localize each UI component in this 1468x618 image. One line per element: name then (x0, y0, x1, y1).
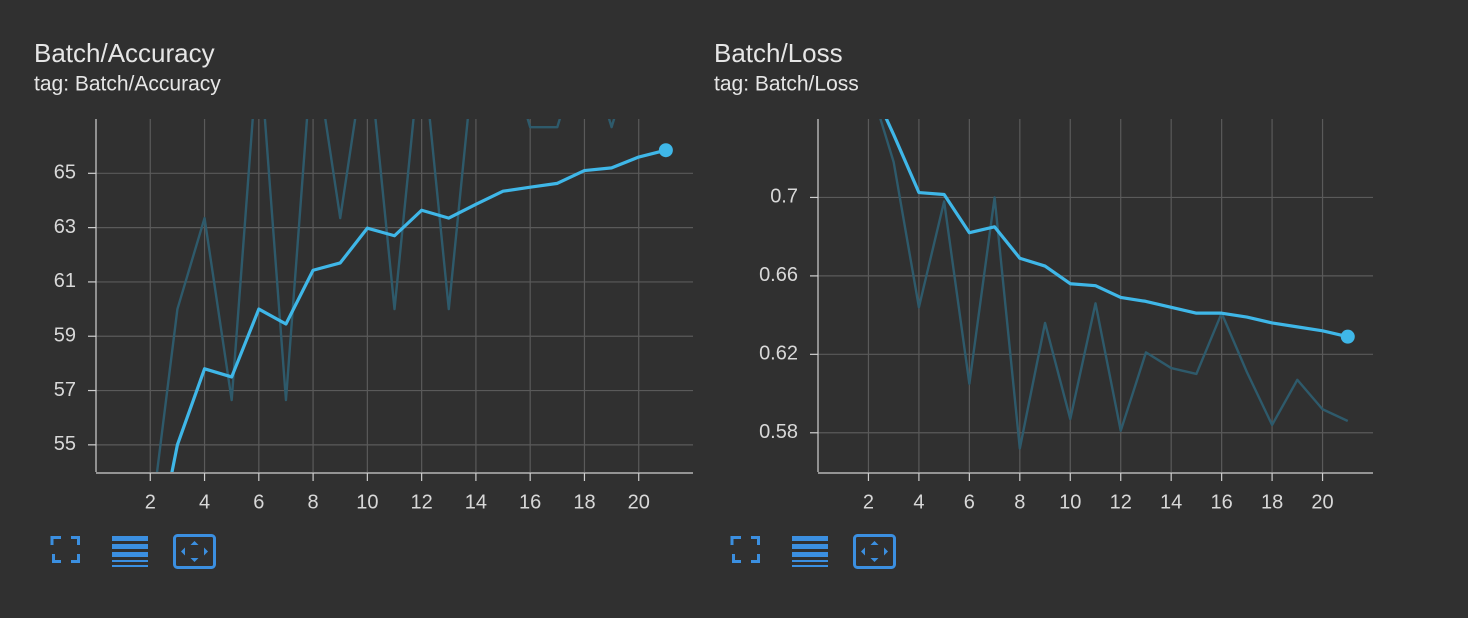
x-tick-label: 8 (308, 491, 319, 513)
x-tick-label: 6 (964, 491, 975, 513)
chart-subtitle: tag: Batch/Accuracy (34, 73, 221, 96)
y-tick-label: 57 (54, 379, 76, 401)
series-line (884, 119, 1349, 339)
x-tick-label: 18 (573, 491, 595, 513)
legend-button[interactable] (792, 536, 828, 567)
x-tick-label: 8 (1014, 491, 1025, 513)
x-tick-label: 20 (1311, 491, 1333, 513)
chart: Batch/Loss tag: Batch/Loss 0.58 0.62 0.66 0.7… (714, 38, 1373, 513)
x-tick-label: 10 (356, 491, 378, 513)
plot-area (879, 119, 1349, 450)
toolbar (50, 534, 896, 569)
x-tick-label: 10 (1059, 491, 1081, 513)
plot-area (155, 119, 667, 472)
series-line (879, 119, 1349, 450)
x-tick-label: 4 (913, 491, 924, 513)
x-tick-label: 2 (863, 491, 874, 513)
chart-title: Batch/Accuracy (34, 38, 215, 68)
y-tick-label: 55 (54, 433, 76, 455)
x-tick-label: 12 (411, 491, 433, 513)
chart-title: Batch/Loss (714, 38, 843, 68)
last-point (1340, 329, 1355, 344)
series-line (170, 148, 667, 472)
chart-subtitle: tag: Batch/Loss (714, 73, 859, 96)
x-tick-label: 16 (519, 491, 541, 513)
x-tick-label: 12 (1110, 491, 1132, 513)
x-tick-label: 14 (1160, 491, 1182, 513)
x-tick-label: 14 (465, 491, 487, 513)
fullscreen-button[interactable] (730, 536, 760, 563)
y-tick-label: 0.58 (759, 421, 798, 443)
y-tick-label: 63 (54, 216, 76, 238)
x-tick-label: 18 (1261, 491, 1283, 513)
y-tick-label: 65 (54, 162, 76, 184)
chart: Batch/Accuracy tag: Batch/Accuracy 55 57 59 6… (34, 38, 693, 513)
series-line (155, 119, 616, 472)
y-tick-label: 61 (54, 270, 76, 292)
fit-domain-button[interactable] (173, 534, 216, 569)
x-tick-label: 4 (199, 491, 210, 513)
y-tick-label: 0.66 (759, 264, 798, 286)
y-tick-label: 0.62 (759, 343, 798, 365)
x-tick-label: 6 (253, 491, 264, 513)
fit-domain-button[interactable] (853, 534, 896, 569)
fullscreen-button[interactable] (50, 536, 80, 563)
x-tick-label: 2 (145, 491, 156, 513)
y-tick-label: 0.7 (770, 186, 798, 208)
last-point (658, 143, 673, 158)
x-tick-label: 20 (628, 491, 650, 513)
legend-button[interactable] (112, 536, 148, 567)
x-tick-label: 16 (1211, 491, 1233, 513)
y-tick-label: 59 (54, 325, 76, 347)
